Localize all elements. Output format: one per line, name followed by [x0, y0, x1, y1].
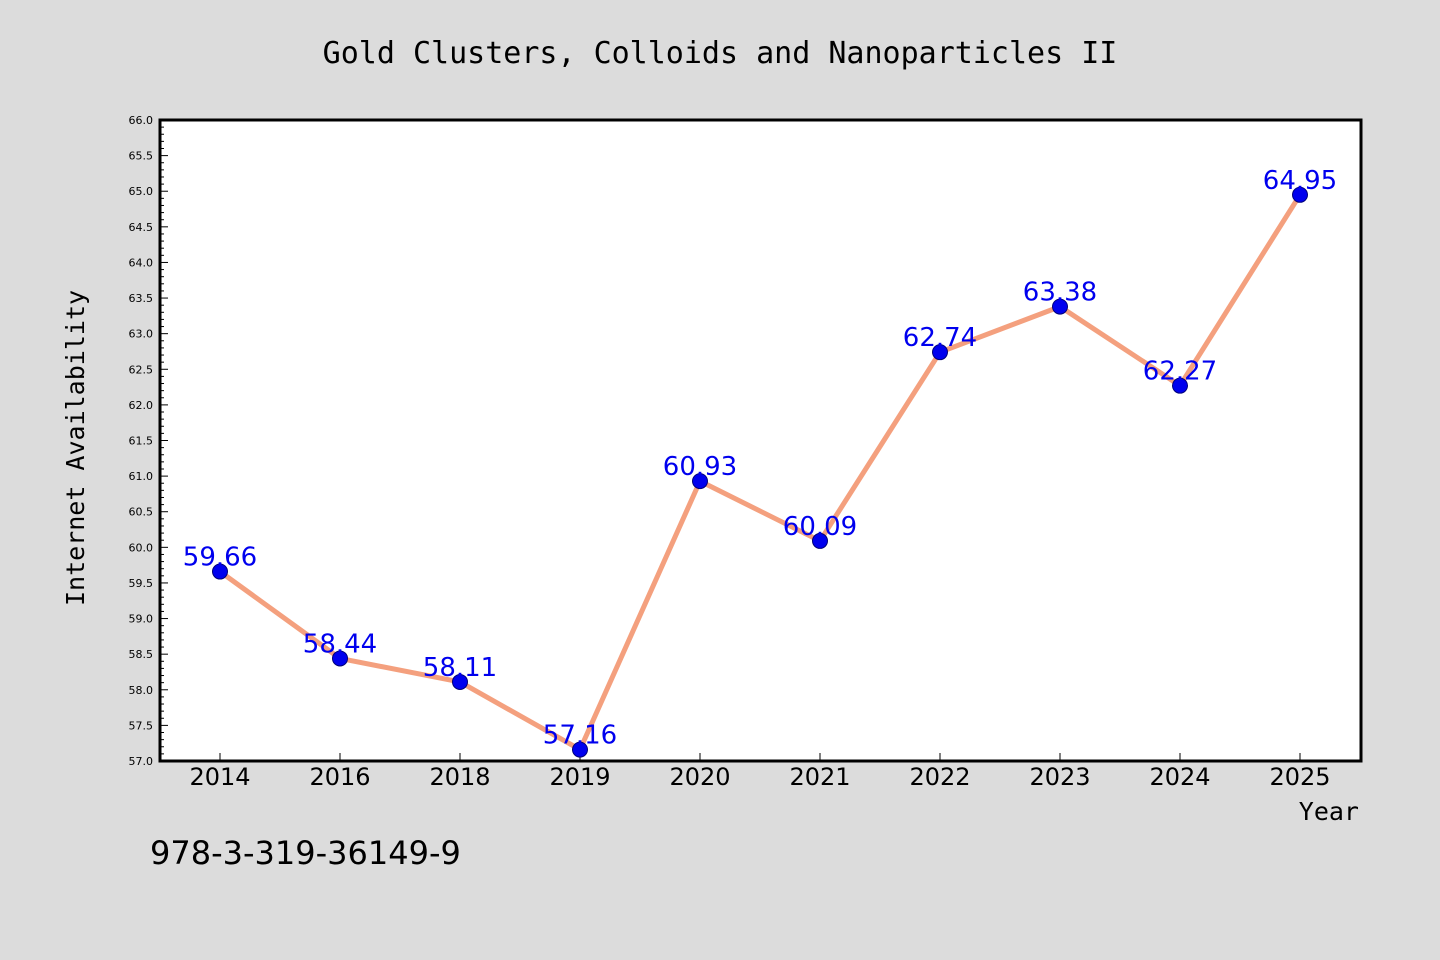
y-tick-label: 59.0	[129, 613, 154, 626]
data-label: 60.09	[783, 512, 857, 542]
data-point	[1292, 186, 1308, 203]
y-tick-label: 64.0	[129, 256, 154, 269]
data-point	[332, 650, 348, 667]
y-tick-label: 57.5	[129, 719, 154, 732]
y-tick-label: 63.5	[129, 292, 154, 305]
y-axis-ticks: 57.0 57.5 58.0 58.5 59.0 59.5 60.0 60.5 61.0 61.5…	[129, 114, 168, 768]
data-labels: 59.66 58.44 58.11 57.16 60.93 60.09 62.74 63.38…	[183, 166, 1337, 751]
data-point	[1172, 377, 1188, 394]
x-tick-label: 2024	[1149, 763, 1210, 791]
y-tick-label: 60.5	[129, 506, 154, 519]
x-tick-label: 2025	[1269, 763, 1330, 791]
x-tick-label: 2021	[789, 763, 850, 791]
data-label: 62.74	[903, 323, 977, 353]
y-tick-label: 62.5	[129, 363, 154, 376]
x-tick-label: 2019	[549, 763, 610, 791]
x-axis-label: Year	[1299, 797, 1359, 826]
x-tick-label: 2018	[429, 763, 490, 791]
y-tick-label: 65.5	[129, 150, 154, 163]
x-tick-label: 2023	[1029, 763, 1090, 791]
data-label: 59.66	[183, 543, 257, 573]
y-tick-label: 66.0	[129, 114, 154, 127]
y-tick-label: 58.0	[129, 684, 154, 697]
data-label: 58.11	[423, 653, 497, 683]
data-point	[932, 344, 948, 361]
y-tick-label: 62.0	[129, 399, 154, 412]
data-label: 64.95	[1263, 166, 1337, 196]
data-label: 58.44	[303, 629, 377, 659]
y-axis-label: Internet Availability	[61, 290, 90, 606]
x-tick-label: 2014	[189, 763, 250, 791]
data-label: 62.27	[1143, 357, 1217, 387]
isbn-text: 978-3-319-36149-9	[150, 834, 461, 872]
chart-title: Gold Clusters, Colloids and Nanoparticle…	[323, 36, 1118, 71]
data-point	[572, 741, 588, 758]
data-point	[1052, 298, 1068, 315]
x-axis-ticks: 2014 2016 2018 2019 2020 2021 2022 2023 2024 2025	[189, 753, 1331, 791]
y-tick-label: 60.0	[129, 541, 154, 554]
x-tick-label: 2022	[909, 763, 970, 791]
y-tick-label: 59.5	[129, 577, 154, 590]
data-point	[212, 563, 228, 580]
plot-area	[160, 120, 1361, 761]
y-tick-label: 64.5	[129, 221, 154, 234]
plot-frame	[158, 118, 1363, 763]
y-tick-label: 61.5	[129, 435, 154, 448]
y-tick-label: 57.0	[129, 755, 154, 768]
data-label: 57.16	[543, 721, 617, 751]
y-tick-label: 61.0	[129, 470, 154, 483]
x-tick-label: 2016	[309, 763, 370, 791]
y-tick-label: 63.0	[129, 328, 154, 341]
data-point	[812, 532, 828, 549]
x-tick-label: 2020	[669, 763, 730, 791]
data-label: 60.93	[663, 452, 737, 482]
data-markers	[212, 186, 1308, 758]
data-point	[452, 673, 468, 690]
series-line	[217, 192, 1303, 753]
data-point	[692, 473, 708, 490]
y-tick-label: 58.5	[129, 648, 154, 661]
data-label: 63.38	[1023, 278, 1097, 308]
y-tick-label: 65.0	[129, 185, 154, 198]
